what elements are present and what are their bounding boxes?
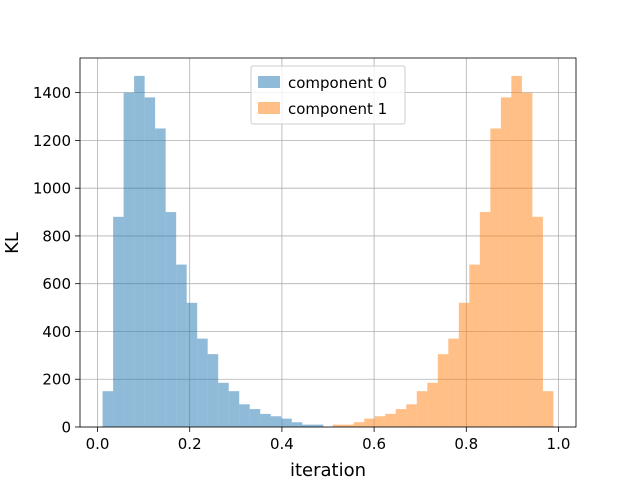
bar-series-0 [260, 413, 271, 427]
axes [79, 57, 577, 428]
bars [102, 75, 554, 428]
bar-series-1 [511, 75, 522, 427]
bar-series-1 [374, 416, 386, 427]
y-tick-label: 800 [42, 227, 71, 245]
y-tick-label: 1200 [33, 132, 71, 150]
bar-series-0 [291, 422, 303, 427]
bar-series-1 [364, 418, 375, 427]
bar-series-1 [416, 391, 428, 427]
bar-series-1 [490, 128, 501, 428]
bar-series-0 [228, 391, 240, 427]
x-tick-label: 0.2 [178, 435, 202, 453]
legend: component 0 component 1 [250, 65, 406, 125]
bar-series-1 [353, 422, 365, 427]
bar-series-1 [406, 404, 417, 427]
y-axis-title: KL [2, 232, 23, 254]
y-tick-label: 600 [42, 275, 71, 293]
bar-series-1 [385, 413, 396, 427]
bar-series-0 [102, 391, 114, 427]
bar-series-0 [176, 264, 187, 427]
bar-series-0 [249, 409, 261, 427]
y-tick-label: 400 [42, 323, 71, 341]
legend-swatch-1 [258, 102, 280, 114]
bar-series-0 [123, 92, 135, 427]
bar-series-0 [134, 75, 145, 427]
bar-series-0 [218, 382, 229, 427]
x-axis-title: iteration [290, 460, 366, 480]
bar-series-1 [479, 212, 491, 427]
x-tick-label: 0.4 [270, 435, 294, 453]
bar-series-1 [343, 424, 354, 427]
bar-series-1 [332, 424, 344, 427]
bar-series-1 [532, 216, 543, 427]
bar-series-0 [281, 418, 292, 427]
x-tick-label: 0.8 [454, 435, 478, 453]
bar-series-0 [312, 424, 324, 427]
bar-series-0 [165, 212, 177, 427]
legend-swatch-0 [258, 76, 280, 88]
bar-series-0 [186, 302, 198, 427]
bar-series-1 [427, 382, 438, 427]
bar-series-0 [302, 424, 313, 427]
bar-series-1 [395, 409, 407, 427]
bar-series-1 [542, 391, 554, 427]
bar-series-1 [521, 92, 533, 427]
bar-series-0 [239, 404, 250, 427]
y-tick-label: 1000 [33, 180, 71, 198]
bar-series-0 [155, 128, 166, 428]
legend-box [250, 65, 406, 125]
legend-label-0: component 0 [288, 74, 387, 92]
legend-label-1: component 1 [288, 100, 387, 118]
bar-series-1 [448, 338, 459, 427]
y-tick-label: 1400 [33, 84, 71, 102]
x-tick-label: 1.0 [547, 435, 571, 453]
bar-series-1 [469, 264, 480, 427]
bar-series-1 [458, 302, 470, 427]
ticks: 0.0 0.2 0.4 0.6 0.8 1.0 0 200 400 600 800 1000 1200 1… [33, 84, 571, 453]
bar-series-0 [270, 416, 282, 427]
x-tick-label: 0.0 [86, 435, 110, 453]
bar-series-1 [437, 354, 449, 427]
bar-series-0 [113, 216, 124, 427]
bar-series-0 [197, 338, 208, 427]
y-tick-label: 200 [42, 371, 71, 389]
bar-series-0 [144, 97, 156, 427]
plot-frame [79, 57, 577, 428]
y-tick-label: 0 [61, 419, 71, 437]
bar-series-1 [500, 97, 512, 427]
bar-series-0 [207, 354, 219, 427]
x-tick-label: 0.6 [362, 435, 386, 453]
